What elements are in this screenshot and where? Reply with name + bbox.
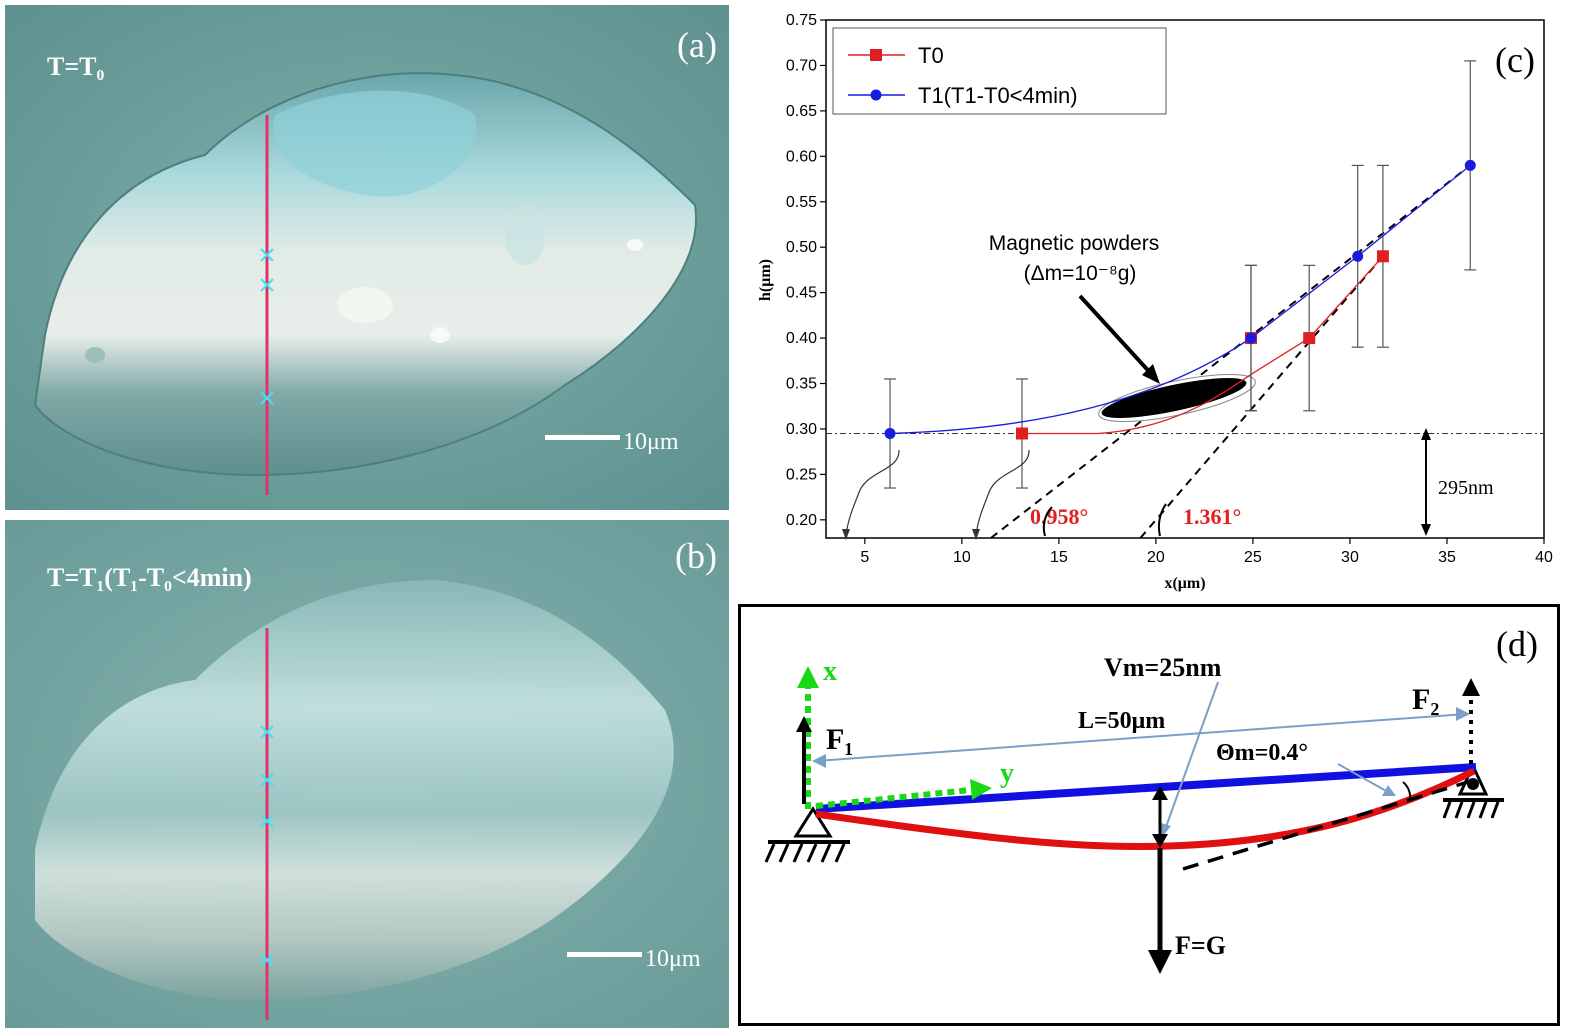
scale-bar xyxy=(567,952,642,957)
axis-x-label: x xyxy=(823,656,837,687)
time-label: T=T₁(T₁-T₀<4min) xyxy=(47,563,252,592)
x-tick-label: 40 xyxy=(1535,549,1553,566)
y-tick-label: 0.40 xyxy=(786,330,817,347)
vm-label: Vm=25nm xyxy=(1104,653,1222,682)
y-axis-arrow xyxy=(815,787,971,809)
data-point xyxy=(1303,332,1316,345)
legend: T0 T1(T1-T0<4min) xyxy=(832,27,1167,115)
tangent-line-t1 xyxy=(990,164,1471,539)
y-tick-label: 0.50 xyxy=(786,239,817,256)
y-tick-label: 0.65 xyxy=(786,103,817,120)
panel-label: (b) xyxy=(675,536,717,576)
y-tick-label: 0.60 xyxy=(786,148,817,165)
undeformed-beam xyxy=(815,763,1477,813)
y-tick-label: 0.30 xyxy=(786,421,817,438)
x-tick-label: 5 xyxy=(860,549,869,566)
x-tick-label: 10 xyxy=(953,549,971,566)
x-tick-label: 35 xyxy=(1438,549,1456,566)
y-tick-label: 0.70 xyxy=(786,57,817,74)
scale-bar-label: 10μm xyxy=(645,946,701,972)
length-dimension xyxy=(815,713,1467,762)
micrograph-panel-a: T=T₀ (a) 10μm xyxy=(5,5,729,510)
y-tick-label: 0.20 xyxy=(786,512,817,529)
scale-bar xyxy=(545,435,620,440)
y-tick-label: 0.75 xyxy=(786,12,817,29)
right-support xyxy=(1442,762,1504,819)
legend-t1: T1(T1-T0<4min) xyxy=(918,83,1078,108)
line-chart: 5 10 15 20 25 30 35 40 0.20 0.25 0.30 0.35 0.40 0.45 0… xyxy=(757,12,1553,592)
magnetic-powder-mark xyxy=(1098,373,1256,423)
measurement-marks xyxy=(260,248,274,405)
measurement-marks xyxy=(260,725,274,967)
crystal-shape xyxy=(33,72,698,477)
legend-t0: T0 xyxy=(918,43,944,68)
theta-label: Θm=0.4° xyxy=(1216,740,1308,766)
series-line-0 xyxy=(1021,255,1384,435)
f2-label: F₂ xyxy=(1412,683,1439,716)
data-point xyxy=(1245,332,1257,344)
time-label: T=T₀ xyxy=(47,52,104,81)
x-tick-label: 30 xyxy=(1341,549,1359,566)
force-label: F=G xyxy=(1175,931,1226,960)
axis-y-label: y xyxy=(1000,758,1014,789)
annotation-powder: Magnetic powders xyxy=(989,232,1159,255)
angle-label-1: 0.958° xyxy=(1030,504,1088,529)
x-tick-label: 25 xyxy=(1244,549,1262,566)
scale-bar-label: 10μm xyxy=(623,429,679,455)
tangent-line xyxy=(1182,780,1469,871)
series-1 xyxy=(884,60,1477,489)
data-point xyxy=(1352,250,1364,262)
height-note: 295nm xyxy=(1438,477,1494,499)
micrograph-panel-b: T=T₁(T₁-T₀<4min) (b) 10μm xyxy=(5,520,729,1028)
data-point xyxy=(1376,250,1389,263)
crystal-shape xyxy=(35,580,674,1000)
y-tick-label: 0.25 xyxy=(786,466,817,483)
x-tick-label: 20 xyxy=(1147,549,1165,566)
f1-label: F₁ xyxy=(826,723,853,756)
tangent-lines xyxy=(990,164,1471,539)
beam-diagram-panel-d: (d) x y xyxy=(738,604,1560,1026)
data-point xyxy=(884,427,896,439)
annotation-arrow xyxy=(1078,294,1157,380)
diagram-frame xyxy=(738,604,1560,1026)
x-axis-label: x(μm) xyxy=(1164,575,1205,592)
panel-label: (a) xyxy=(677,25,717,65)
length-label: L=50μm xyxy=(1078,708,1165,734)
left-support xyxy=(764,806,850,863)
x-tick-label: 15 xyxy=(1050,549,1068,566)
panel-label: (d) xyxy=(1496,624,1538,664)
chart-panel-c: 5 10 15 20 25 30 35 40 0.20 0.25 0.30 0.35 0.40 0.45 0… xyxy=(740,0,1570,600)
y-tick-label: 0.35 xyxy=(786,376,817,393)
axis-ticks: 5 10 15 20 25 30 35 40 0.20 0.25 0.30 0.35 0.40 0.45 0… xyxy=(786,12,1553,566)
data-series xyxy=(884,60,1477,489)
series-line-1 xyxy=(890,164,1471,435)
data-point xyxy=(1464,159,1476,171)
data-point xyxy=(1015,427,1028,440)
y-tick-label: 0.55 xyxy=(786,194,817,211)
annotation-mass: (Δm=10⁻⁸g) xyxy=(1024,262,1137,285)
angle-label-2: 1.361° xyxy=(1183,504,1241,529)
panel-label: (c) xyxy=(1495,40,1535,80)
y-axis-label: h(μm) xyxy=(757,259,774,301)
y-tick-label: 0.45 xyxy=(786,285,817,302)
tangent-line-t0 xyxy=(1139,255,1384,539)
